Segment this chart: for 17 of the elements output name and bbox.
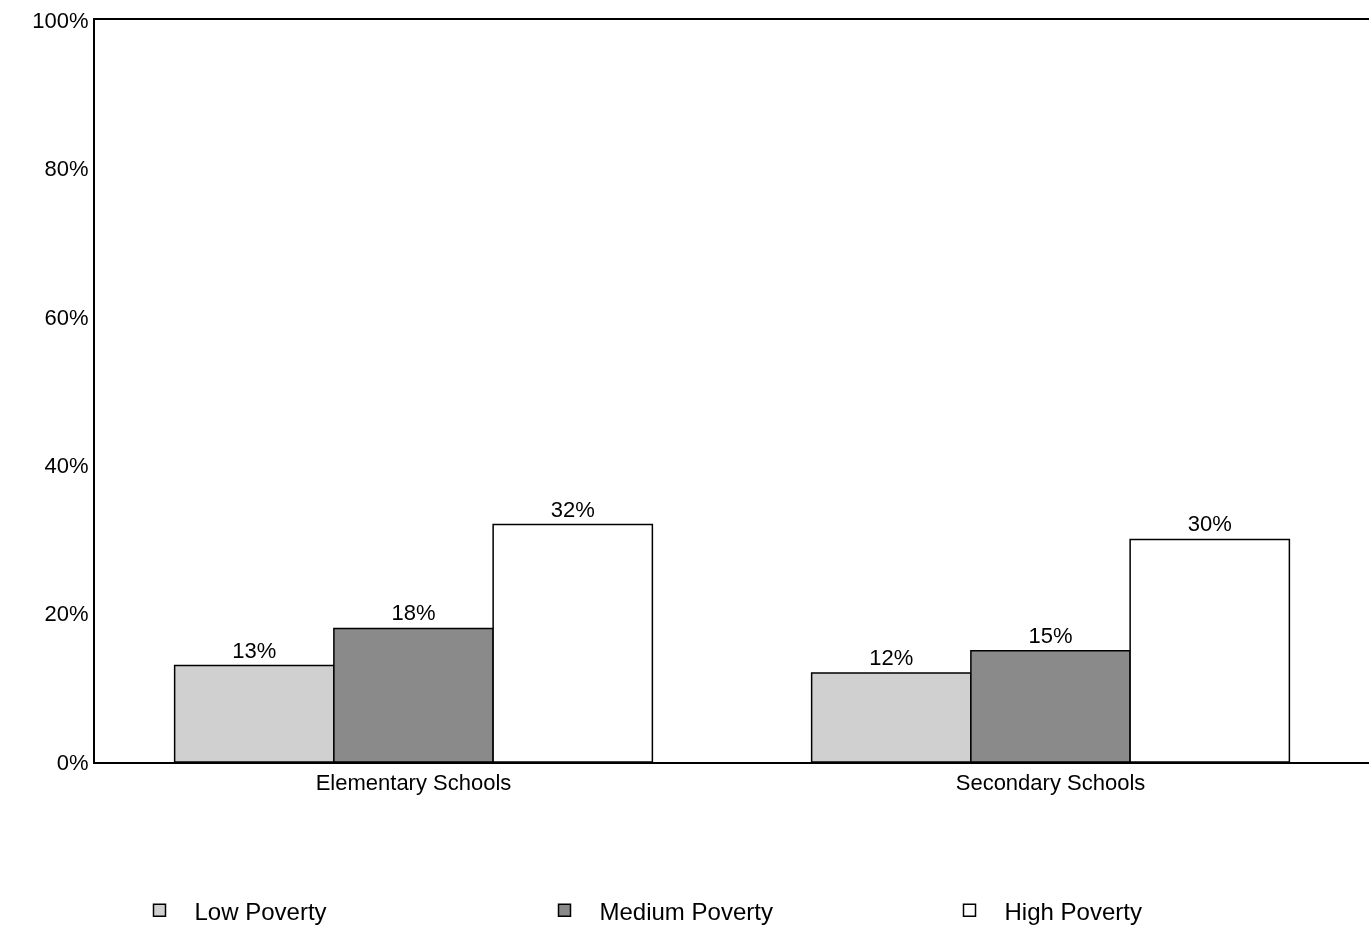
y-tick-label: 20% <box>44 601 89 627</box>
y-tick-label: 0% <box>56 749 89 775</box>
data-label: 12% <box>869 644 914 670</box>
x-tick-label: Secondary Schools <box>955 770 1146 796</box>
legend-label: Medium Poverty <box>599 897 773 925</box>
y-tick-label: 100% <box>32 7 89 33</box>
data-label: 18% <box>391 600 436 626</box>
legend-label: High Poverty <box>1004 897 1142 925</box>
data-label: 30% <box>1187 511 1232 537</box>
data-label: 13% <box>232 637 277 663</box>
y-tick-label: 80% <box>44 156 89 182</box>
y-tick-label: 40% <box>44 452 89 478</box>
data-label: 32% <box>550 496 595 522</box>
data-label: 15% <box>1028 622 1073 648</box>
y-tick-label: 60% <box>44 304 89 330</box>
legend-label: Low Poverty <box>194 897 327 925</box>
x-tick-label: Elementary Schools <box>315 770 512 796</box>
